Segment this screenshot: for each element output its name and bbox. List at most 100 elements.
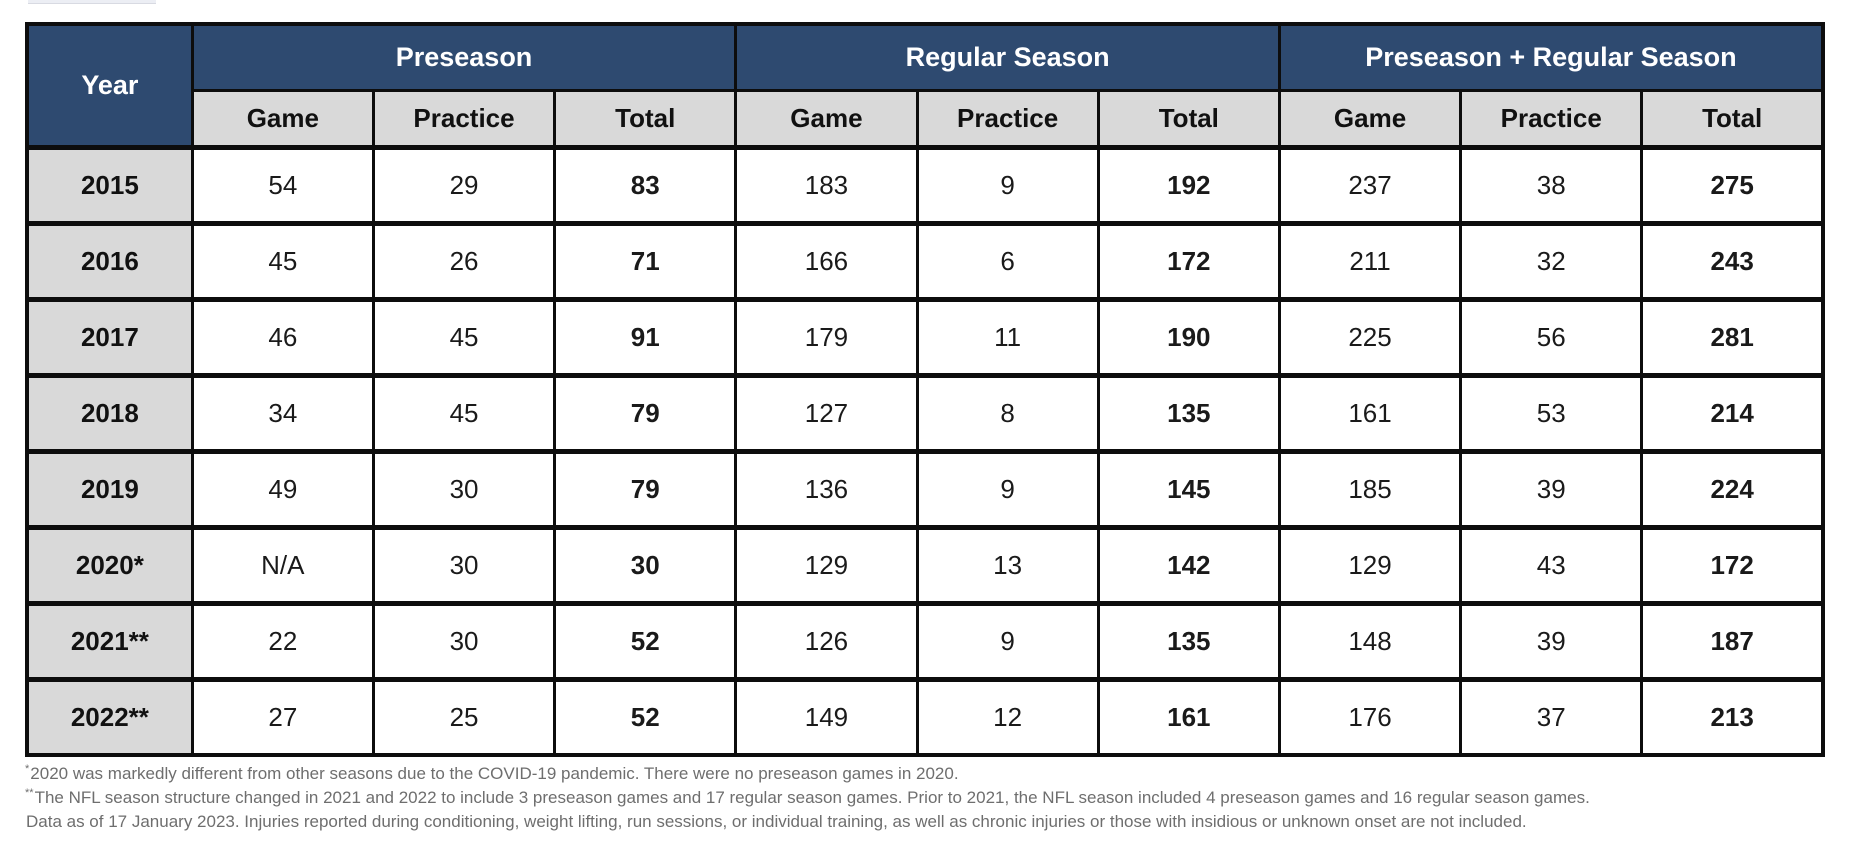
value-cell: 13 — [915, 525, 1100, 605]
value-cell: 6 — [915, 221, 1100, 301]
footnote-marker: ** — [25, 787, 34, 800]
value-cell: 56 — [1459, 297, 1644, 377]
value-cell: 149 — [734, 677, 919, 757]
year-cell: 2017 — [25, 297, 194, 377]
value-cell: 183 — [734, 145, 919, 225]
value-cell: 12 — [915, 677, 1100, 757]
footnote-text: The NFL season structure changed in 2021… — [34, 788, 1590, 808]
subheader-combined-game: Game — [1277, 88, 1463, 149]
footnote-line: Data as of 17 January 2023. Injuries rep… — [25, 810, 1725, 834]
value-cell: 39 — [1459, 601, 1644, 681]
subheader-combined-practice: Practice — [1459, 88, 1644, 149]
value-cell: 30 — [371, 601, 557, 681]
total-value-cell: 172 — [1640, 525, 1825, 605]
table-row: 2016 45 26 71 166 6 172 211 32 243 — [25, 221, 1825, 301]
subheader-preseason-game: Game — [190, 88, 375, 149]
year-cell: 2020* — [25, 525, 194, 605]
group-header-regular-season: Regular Season — [734, 22, 1281, 92]
total-value-cell: 281 — [1640, 297, 1825, 377]
footnote-marker: * — [25, 763, 30, 776]
total-value-cell: 214 — [1640, 373, 1825, 453]
total-value-cell: 135 — [1096, 601, 1281, 681]
value-cell: 25 — [371, 677, 557, 757]
value-cell: 127 — [734, 373, 919, 453]
table-body: 2015 54 29 83 183 9 192 237 38 275 2016 45 26 71 166 6 1… — [25, 145, 1825, 757]
value-cell: 237 — [1277, 145, 1463, 225]
subheader-preseason-practice: Practice — [371, 88, 557, 149]
total-value-cell: 83 — [553, 145, 738, 225]
year-cell: 2018 — [25, 373, 194, 453]
footnote-text: Data as of 17 January 2023. Injuries rep… — [26, 812, 1527, 832]
value-cell: 9 — [915, 601, 1100, 681]
value-cell: 126 — [734, 601, 919, 681]
value-cell: 49 — [190, 449, 375, 529]
value-cell: 161 — [1277, 373, 1463, 453]
total-value-cell: 135 — [1096, 373, 1281, 453]
value-cell: 29 — [371, 145, 557, 225]
total-value-cell: 187 — [1640, 601, 1825, 681]
value-cell: 129 — [734, 525, 919, 605]
value-cell: 9 — [915, 145, 1100, 225]
footnote-line: **The NFL season structure changed in 20… — [25, 786, 1725, 810]
value-cell: 26 — [371, 221, 557, 301]
subheader-regular-game: Game — [734, 88, 919, 149]
footnotes: *2020 was markedly different from other … — [25, 762, 1725, 834]
subheader-regular-practice: Practice — [915, 88, 1100, 149]
year-cell: 2022** — [25, 677, 194, 757]
total-value-cell: 243 — [1640, 221, 1825, 301]
value-cell: 11 — [915, 297, 1100, 377]
total-value-cell: 52 — [553, 601, 738, 681]
footnote-text: 2020 was markedly different from other s… — [30, 764, 959, 783]
total-value-cell: 142 — [1096, 525, 1281, 605]
total-value-cell: 275 — [1640, 145, 1825, 225]
total-value-cell: 52 — [553, 677, 738, 757]
injury-table-container: Year Preseason Regular Season Preseason … — [25, 22, 1825, 757]
year-cell: 2016 — [25, 221, 194, 301]
total-value-cell: 30 — [553, 525, 738, 605]
value-cell: 45 — [371, 297, 557, 377]
value-cell: 27 — [190, 677, 375, 757]
value-cell: 46 — [190, 297, 375, 377]
subheader-combined-total: Total — [1640, 88, 1825, 149]
year-cell: 2021** — [25, 601, 194, 681]
total-value-cell: 71 — [553, 221, 738, 301]
value-cell: 8 — [915, 373, 1100, 453]
value-cell: 136 — [734, 449, 919, 529]
value-cell: 148 — [1277, 601, 1463, 681]
total-value-cell: 91 — [553, 297, 738, 377]
total-value-cell: 161 — [1096, 677, 1281, 757]
cropped-element-fragment — [28, 0, 156, 4]
year-cell: 2015 — [25, 145, 194, 225]
table-row: 2017 46 45 91 179 11 190 225 56 281 — [25, 297, 1825, 377]
table-row: 2015 54 29 83 183 9 192 237 38 275 — [25, 145, 1825, 225]
year-column-header: Year — [25, 22, 194, 149]
value-cell: 38 — [1459, 145, 1644, 225]
table-row: 2019 49 30 79 136 9 145 185 39 224 — [25, 449, 1825, 529]
value-cell: 185 — [1277, 449, 1463, 529]
value-cell: 9 — [915, 449, 1100, 529]
table-row: 2020* N/A 30 30 129 13 142 129 43 172 — [25, 525, 1825, 605]
table-row: 2022** 27 25 52 149 12 161 176 37 213 — [25, 677, 1825, 757]
footnote-line: *2020 was markedly different from other … — [25, 762, 1725, 786]
total-value-cell: 190 — [1096, 297, 1281, 377]
value-cell: 53 — [1459, 373, 1644, 453]
year-cell: 2019 — [25, 449, 194, 529]
total-value-cell: 79 — [553, 373, 738, 453]
value-cell: 45 — [190, 221, 375, 301]
table-row: 2018 34 45 79 127 8 135 161 53 214 — [25, 373, 1825, 453]
total-value-cell: 224 — [1640, 449, 1825, 529]
subheader-preseason-total: Total — [553, 88, 738, 149]
value-cell: 22 — [190, 601, 375, 681]
subheader-regular-total: Total — [1096, 88, 1281, 149]
value-cell: 129 — [1277, 525, 1463, 605]
value-cell: 166 — [734, 221, 919, 301]
value-cell: 30 — [371, 525, 557, 605]
total-value-cell: 172 — [1096, 221, 1281, 301]
total-value-cell: 192 — [1096, 145, 1281, 225]
group-header-preseason: Preseason — [190, 22, 738, 92]
table-row: 2021** 22 30 52 126 9 135 148 39 187 — [25, 601, 1825, 681]
value-cell: 39 — [1459, 449, 1644, 529]
value-cell: 179 — [734, 297, 919, 377]
total-value-cell: 145 — [1096, 449, 1281, 529]
value-cell: 34 — [190, 373, 375, 453]
